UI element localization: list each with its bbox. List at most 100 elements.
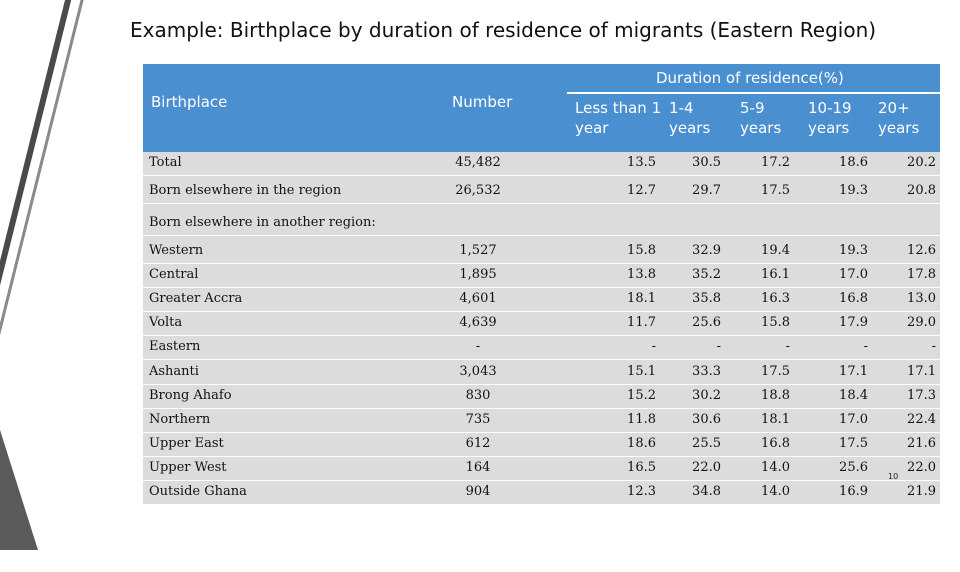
table-row: Northern 735 11.8 30.6 18.1 17.0 22.4 xyxy=(143,409,940,431)
row-value: 15.2 xyxy=(627,388,656,403)
row-value: 18.6 xyxy=(627,436,656,451)
row-value: 12.3 xyxy=(627,484,656,499)
row-divider xyxy=(143,456,940,457)
row-divider xyxy=(143,175,940,176)
row-divider xyxy=(143,504,940,505)
row-value: 17.1 xyxy=(907,364,936,379)
row-value: - xyxy=(863,339,868,354)
row-value: 16.8 xyxy=(839,291,868,306)
row-value: 25.6 xyxy=(692,315,721,330)
row-number: 164 xyxy=(465,460,491,475)
header-col-1-4: 1-4 years xyxy=(669,99,711,137)
table-row: Greater Accra 4,601 18.1 35.8 16.3 16.8 13.0 xyxy=(143,288,940,310)
row-value: 18.1 xyxy=(761,412,790,427)
row-value: 17.9 xyxy=(839,315,868,330)
row-value: 22.4 xyxy=(907,412,936,427)
row-value: 21.6 xyxy=(907,436,936,451)
row-value: 29.0 xyxy=(907,315,936,330)
row-value: 17.5 xyxy=(761,364,790,379)
row-value: 17.0 xyxy=(839,412,868,427)
row-birthplace: Northern xyxy=(149,412,211,427)
row-value: 19.3 xyxy=(839,183,868,198)
row-value: 17.0 xyxy=(839,267,868,282)
row-birthplace: Eastern xyxy=(149,339,201,354)
row-value: 11.8 xyxy=(627,412,656,427)
row-value: 19.4 xyxy=(761,243,790,258)
row-birthplace: Western xyxy=(149,243,204,258)
row-value: 17.3 xyxy=(907,388,936,403)
row-birthplace: Outside Ghana xyxy=(149,484,247,499)
row-number: 735 xyxy=(465,412,491,427)
table-row: Eastern - - - - - - xyxy=(143,336,940,358)
row-value: 16.1 xyxy=(761,267,790,282)
row-value: 14.0 xyxy=(761,460,790,475)
row-birthplace: Central xyxy=(149,267,199,282)
row-value: 22.0 xyxy=(907,460,936,475)
row-birthplace: Ashanti xyxy=(149,364,199,379)
row-value: 13.8 xyxy=(627,267,656,282)
row-value: 18.6 xyxy=(839,155,868,170)
row-divider xyxy=(143,480,940,481)
row-number: 3,043 xyxy=(459,364,497,379)
table-header: Birthplace Number Duration of residence(… xyxy=(143,64,940,156)
row-value: 20.2 xyxy=(907,155,936,170)
header-col-less-1: Less than 1 year xyxy=(575,99,662,137)
row-value: 14.0 xyxy=(761,484,790,499)
row-value: 21.9 xyxy=(907,484,936,499)
row-value: - xyxy=(716,339,721,354)
row-divider xyxy=(143,432,940,433)
header-birthplace: Birthplace xyxy=(151,93,228,111)
row-divider xyxy=(143,263,940,264)
row-number: 4,601 xyxy=(459,291,497,306)
row-birthplace: Brong Ahafo xyxy=(149,388,232,403)
table-row: Upper West 164 16.5 22.0 14.0 25.6 22.0 xyxy=(143,457,940,479)
row-divider xyxy=(143,335,940,336)
row-birthplace: Total xyxy=(149,155,182,170)
row-value: 16.8 xyxy=(761,436,790,451)
row-divider xyxy=(143,203,940,204)
page-number: 10 xyxy=(888,472,899,481)
row-value: 25.6 xyxy=(839,460,868,475)
row-divider xyxy=(143,359,940,360)
row-value: 16.3 xyxy=(761,291,790,306)
row-number: 612 xyxy=(465,436,491,451)
table-row: Western 1,527 15.8 32.9 19.4 19.3 12.6 xyxy=(143,240,940,262)
row-birthplace: Upper West xyxy=(149,460,227,475)
table-row: Volta 4,639 11.7 25.6 15.8 17.9 29.0 xyxy=(143,312,940,334)
row-value: 15.1 xyxy=(627,364,656,379)
header-col-10-19: 10-19 years xyxy=(808,99,852,137)
row-value: 13.5 xyxy=(627,155,656,170)
row-value: - xyxy=(651,339,656,354)
row-value: 34.8 xyxy=(692,484,721,499)
table-row: Brong Ahafo 830 15.2 30.2 18.8 18.4 17.3 xyxy=(143,385,940,407)
row-value: 17.5 xyxy=(839,436,868,451)
row-value: 18.1 xyxy=(627,291,656,306)
row-number: 1,527 xyxy=(459,243,497,258)
row-birthplace: Volta xyxy=(149,315,183,330)
row-value: 17.8 xyxy=(907,267,936,282)
row-value: 18.8 xyxy=(761,388,790,403)
header-col-5-9: 5-9 years xyxy=(740,99,782,137)
row-value: 15.8 xyxy=(761,315,790,330)
row-value: 35.8 xyxy=(692,291,721,306)
row-value: - xyxy=(931,339,936,354)
row-value: 12.6 xyxy=(907,243,936,258)
migration-table: Birthplace Number Duration of residence(… xyxy=(143,64,940,505)
row-number: 830 xyxy=(465,388,491,403)
row-value: 11.7 xyxy=(627,315,656,330)
row-divider xyxy=(143,287,940,288)
row-number: - xyxy=(475,339,481,354)
row-birthplace: Born elsewhere in another region: xyxy=(149,215,376,230)
table-row: Born elsewhere in the region 26,532 12.7 29… xyxy=(143,180,940,202)
row-value: 33.3 xyxy=(692,364,721,379)
row-number: 904 xyxy=(465,484,491,499)
row-value: 19.3 xyxy=(839,243,868,258)
table-row: Ashanti 3,043 15.1 33.3 17.5 17.1 17.1 xyxy=(143,361,940,383)
slide-title: Example: Birthplace by duration of resid… xyxy=(130,18,877,42)
row-value: 30.2 xyxy=(692,388,721,403)
row-divider xyxy=(143,235,940,236)
row-value: 29.7 xyxy=(692,183,721,198)
row-value: 17.1 xyxy=(839,364,868,379)
row-birthplace: Upper East xyxy=(149,436,224,451)
header-number: Number xyxy=(452,93,513,111)
